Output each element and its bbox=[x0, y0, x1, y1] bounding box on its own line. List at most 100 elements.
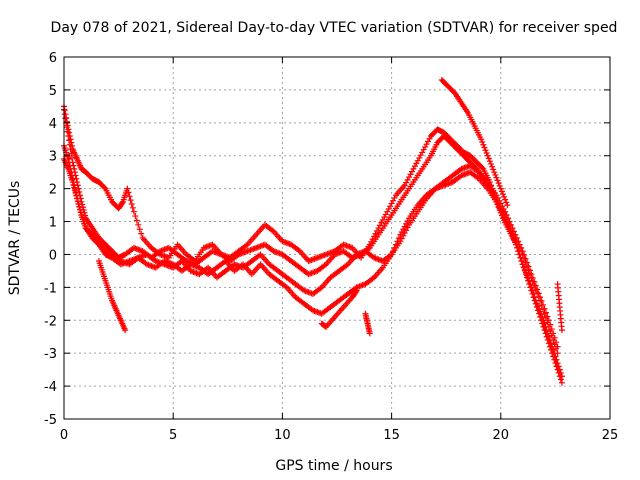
y-tick-label: 2 bbox=[49, 183, 57, 198]
data-point bbox=[135, 221, 142, 228]
data-point bbox=[537, 297, 544, 304]
data-point bbox=[388, 251, 395, 258]
data-point bbox=[519, 251, 526, 258]
data-point bbox=[505, 218, 512, 225]
data-point bbox=[503, 199, 510, 206]
data-point bbox=[74, 195, 81, 202]
data-marks bbox=[61, 77, 565, 386]
data-point bbox=[425, 138, 431, 145]
data-point bbox=[541, 320, 548, 327]
data-point bbox=[481, 144, 488, 151]
data-point bbox=[553, 356, 560, 363]
data-point bbox=[507, 225, 514, 232]
data-point bbox=[395, 235, 402, 241]
axis-ticks: 0 5 10 15 20 25 -5 -4 -3 -2 -1 0 1 2 3 4 5 6 bbox=[44, 51, 618, 443]
data-point bbox=[552, 353, 559, 360]
data-point bbox=[407, 171, 414, 178]
y-tick-label: -5 bbox=[44, 413, 57, 428]
data-point bbox=[490, 166, 497, 173]
data-point bbox=[504, 202, 511, 209]
data-point bbox=[532, 286, 539, 293]
data-point bbox=[404, 176, 411, 183]
data-point bbox=[130, 208, 137, 215]
data-point bbox=[63, 118, 70, 125]
data-point bbox=[502, 196, 509, 203]
data-point bbox=[69, 179, 76, 186]
data-point bbox=[101, 184, 108, 191]
data-point bbox=[77, 209, 84, 216]
data-point bbox=[535, 293, 542, 300]
y-tick-label: 4 bbox=[49, 117, 57, 132]
y-axis-label: SDTVAR / TECUs bbox=[7, 181, 23, 296]
data-point bbox=[66, 137, 73, 144]
data-point bbox=[494, 177, 501, 184]
data-point bbox=[66, 129, 73, 136]
x-tick-label: 15 bbox=[383, 428, 400, 443]
data-point bbox=[74, 198, 81, 205]
data-point bbox=[539, 313, 546, 320]
grid-lines bbox=[64, 57, 610, 419]
data-point bbox=[136, 226, 143, 233]
data-point bbox=[73, 192, 80, 199]
data-point bbox=[66, 141, 73, 148]
data-point bbox=[387, 203, 394, 210]
data-point bbox=[390, 197, 397, 204]
data-point bbox=[416, 154, 423, 161]
data-point bbox=[492, 171, 499, 178]
data-point bbox=[388, 200, 395, 207]
data-point bbox=[77, 206, 84, 213]
data-point bbox=[410, 165, 417, 172]
data-point bbox=[548, 332, 555, 339]
data-point bbox=[498, 188, 505, 195]
data-point bbox=[68, 150, 75, 157]
data-point bbox=[521, 255, 528, 262]
data-point bbox=[491, 169, 498, 176]
x-axis-label: GPS time / hours bbox=[275, 458, 392, 474]
data-point bbox=[423, 141, 430, 148]
data-point bbox=[125, 189, 132, 196]
data-point bbox=[558, 373, 565, 380]
data-point bbox=[538, 301, 545, 308]
y-tick-label: 6 bbox=[49, 51, 57, 66]
data-point bbox=[548, 340, 555, 347]
data-point bbox=[544, 319, 551, 326]
data-point bbox=[378, 219, 385, 226]
data-point bbox=[65, 132, 72, 139]
data-point bbox=[525, 266, 532, 273]
data-point bbox=[506, 221, 513, 228]
data-point bbox=[67, 146, 74, 153]
data-point bbox=[382, 211, 389, 218]
data-point bbox=[534, 303, 541, 310]
series-track-7 bbox=[362, 310, 373, 337]
data-point bbox=[124, 185, 131, 192]
data-point bbox=[75, 200, 82, 207]
data-point bbox=[557, 369, 564, 376]
data-point bbox=[501, 193, 508, 200]
data-point bbox=[72, 190, 79, 197]
data-point bbox=[133, 217, 140, 224]
y-tick-label: -2 bbox=[44, 314, 57, 329]
data-point bbox=[558, 379, 565, 386]
y-tick-label: 1 bbox=[49, 216, 57, 231]
data-point bbox=[126, 193, 133, 200]
data-point bbox=[515, 241, 522, 248]
y-tick-label: -1 bbox=[44, 281, 57, 296]
x-tick-label: 10 bbox=[274, 428, 291, 443]
data-point bbox=[533, 300, 540, 307]
data-point bbox=[550, 337, 557, 344]
data-point bbox=[414, 157, 421, 164]
data-point bbox=[487, 160, 494, 167]
data-point bbox=[529, 287, 536, 294]
data-point bbox=[403, 179, 410, 186]
data-point bbox=[478, 136, 485, 143]
data-point bbox=[384, 208, 391, 215]
data-point bbox=[70, 181, 77, 188]
data-point bbox=[391, 194, 398, 201]
data-point bbox=[495, 180, 502, 187]
data-point bbox=[353, 287, 360, 294]
data-point bbox=[391, 244, 398, 251]
data-point bbox=[385, 205, 392, 212]
data-point bbox=[513, 238, 520, 245]
data-point bbox=[419, 149, 426, 156]
data-point bbox=[411, 163, 418, 170]
